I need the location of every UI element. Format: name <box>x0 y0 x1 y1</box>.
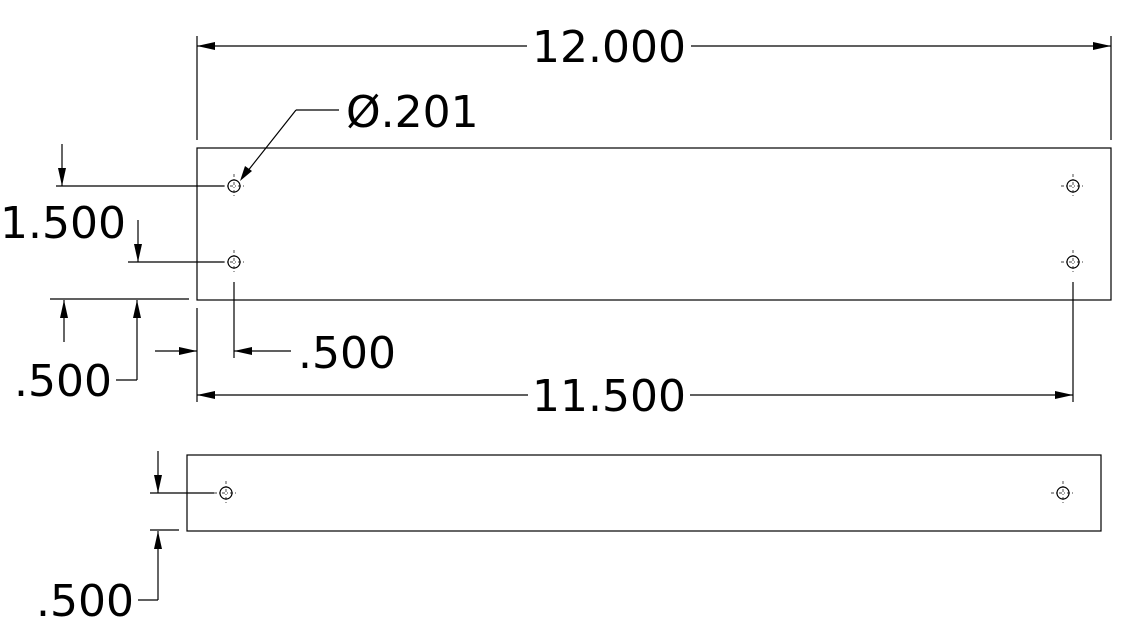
hole-diameter-label: Ø.201 <box>346 87 479 138</box>
plate-side-view <box>186 454 1102 532</box>
plate-top-view <box>196 147 1112 301</box>
hole-top-right-lower <box>1061 250 1085 274</box>
dimension-hole-row-spacing-label: 1.500 <box>0 198 126 249</box>
hole-diameter-callout: Ø.201 <box>240 87 479 181</box>
dimension-hole-spacing: 11.500 <box>197 282 1074 422</box>
dimension-bottom-edge-offset-label: .500 <box>14 356 112 407</box>
hole-side-left <box>214 481 238 505</box>
hole-top-left-lower <box>222 250 246 274</box>
dimension-overall-length: 12.000 <box>196 22 1112 140</box>
dimension-left-edge-offset: .500 <box>155 282 396 402</box>
hole-side-right <box>1051 481 1075 505</box>
dimension-side-edge-offset-label: .500 <box>36 576 134 627</box>
dimension-side-edge-offset: .500 <box>36 451 214 627</box>
hole-top-right-upper <box>1061 174 1085 198</box>
dimension-left-edge-offset-label: .500 <box>298 328 396 379</box>
hole-top-left-upper <box>222 174 246 198</box>
dimension-overall-length-label: 12.000 <box>532 22 686 73</box>
dimension-hole-spacing-label: 11.500 <box>532 371 686 422</box>
dimension-bottom-edge-offset: .500 <box>14 298 189 407</box>
dimension-hole-row-spacing: 1.500 <box>0 144 224 263</box>
